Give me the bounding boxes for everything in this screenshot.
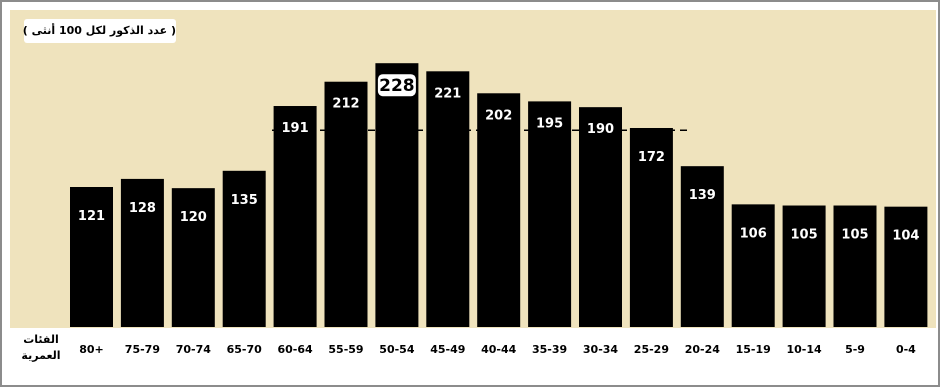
- bar-80+: [70, 187, 113, 327]
- category-label-0-4: 0-4: [896, 343, 916, 356]
- bar-25-29: [629, 127, 673, 327]
- bar-45-49: [426, 71, 470, 327]
- unit-label: ( عدد الذكور لكل 100 أنثى ): [23, 19, 176, 43]
- value-label-45-49: 221: [434, 86, 461, 101]
- category-label-35-39: 35-39: [532, 343, 567, 356]
- category-label-40-44: 40-44: [481, 343, 517, 356]
- bar-75-79: [120, 178, 164, 327]
- category-label-55-59: 55-59: [328, 343, 363, 356]
- value-label-65-70: 135: [231, 193, 258, 208]
- value-label-60-64: 191: [282, 121, 309, 136]
- value-label-70-74: 120: [180, 210, 207, 225]
- bar-40-44: [477, 93, 521, 327]
- bar-60-64: [273, 106, 317, 327]
- x-axis-title-line-2: العمرية: [21, 349, 61, 362]
- category-label-15-19: 15-19: [736, 343, 771, 356]
- value-label-25-29: 172: [638, 150, 665, 165]
- category-label-45-49: 45-49: [430, 343, 465, 356]
- value-label-50-54: 228: [379, 76, 415, 96]
- value-label-30-34: 190: [587, 122, 614, 137]
- category-label-10-14: 10-14: [787, 343, 823, 356]
- value-label-55-59: 212: [332, 97, 359, 112]
- value-label-80+: 121: [78, 209, 105, 224]
- category-axis-band: [10, 328, 936, 378]
- x-axis-title: الفئات العمرية: [20, 332, 62, 364]
- value-label-40-44: 202: [485, 108, 512, 123]
- value-label-0-4: 104: [892, 229, 919, 244]
- category-label-80+: 80+: [79, 343, 104, 356]
- bar-0-4: [884, 206, 928, 327]
- x-axis-title-line-1: الفئات: [23, 333, 59, 346]
- bar-65-70: [222, 170, 266, 327]
- category-label-25-29: 25-29: [634, 343, 669, 356]
- highlight-value-box: [377, 74, 416, 97]
- category-label-70-74: 70-74: [176, 343, 212, 356]
- value-label-75-79: 128: [129, 201, 156, 216]
- category-label-75-79: 75-79: [125, 343, 160, 356]
- bar-5-9: [833, 205, 877, 327]
- bar-55-59: [324, 81, 368, 327]
- category-label-50-54: 50-54: [379, 343, 415, 356]
- category-label-30-34: 30-34: [583, 343, 619, 356]
- bar-15-19: [731, 204, 775, 327]
- plot-area: [10, 10, 936, 328]
- bar-30-34: [579, 107, 622, 327]
- bar-10-14: [782, 205, 826, 327]
- value-label-20-24: 139: [689, 188, 716, 203]
- bar-20-24: [680, 166, 724, 327]
- value-label-5-9: 105: [841, 228, 868, 243]
- bar-70-74: [171, 188, 215, 327]
- value-label-35-39: 195: [536, 116, 563, 131]
- category-label-20-24: 20-24: [685, 343, 721, 356]
- value-label-10-14: 105: [791, 228, 818, 243]
- category-label-60-64: 60-64: [278, 343, 314, 356]
- category-label-5-9: 5-9: [845, 343, 865, 356]
- category-label-65-70: 65-70: [227, 343, 263, 356]
- value-label-15-19: 106: [740, 226, 767, 241]
- bar-50-54: [375, 63, 419, 327]
- bar-35-39: [528, 101, 572, 327]
